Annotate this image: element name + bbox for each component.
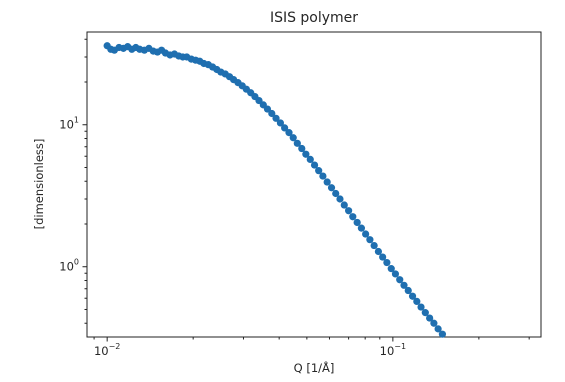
- data-point: [413, 297, 421, 305]
- data-point: [404, 286, 412, 295]
- data-point: [417, 303, 425, 311]
- data-point: [400, 281, 408, 289]
- data-point: [362, 230, 370, 238]
- data-point: [272, 114, 280, 122]
- data-point: [327, 184, 336, 192]
- data-point: [383, 258, 391, 267]
- data-points: [103, 42, 447, 338]
- data-point: [349, 213, 357, 221]
- data-point: [263, 105, 272, 113]
- data-point: [302, 150, 310, 158]
- x-tick-label: 10−1: [380, 342, 406, 358]
- data-point: [438, 330, 447, 338]
- data-point: [408, 292, 417, 300]
- data-point: [306, 155, 314, 164]
- y-tick-label: 100: [59, 258, 79, 274]
- y-tick-label: 101: [59, 116, 79, 132]
- data-point: [374, 247, 382, 256]
- data-point: [268, 109, 276, 118]
- data-point: [387, 265, 395, 273]
- data-point: [434, 325, 442, 333]
- data-point: [379, 253, 387, 261]
- data-point: [315, 167, 323, 175]
- data-point: [336, 195, 344, 203]
- chart-title: ISIS polymer: [270, 10, 358, 26]
- data-point: [421, 309, 429, 317]
- data-point: [396, 276, 404, 284]
- x-tick-label: 10−2: [94, 342, 120, 358]
- data-point: [289, 134, 297, 142]
- data-point: [276, 119, 285, 127]
- data-point: [366, 236, 374, 244]
- data-point: [285, 129, 293, 137]
- data-point: [319, 172, 327, 180]
- data-point: [345, 207, 353, 215]
- data-point: [357, 224, 365, 232]
- data-point: [310, 161, 319, 169]
- data-point: [298, 144, 306, 153]
- data-point: [323, 178, 331, 186]
- axis-ticks: 10−2 10−1 100 101: [59, 38, 530, 358]
- data-point: [340, 201, 348, 209]
- y-axis-label: [dimensionless]: [32, 139, 46, 230]
- data-point: [332, 189, 340, 198]
- data-point: [293, 139, 301, 147]
- plot-frame: [86, 31, 542, 338]
- data-point: [370, 241, 378, 250]
- data-point: [426, 314, 434, 322]
- data-point: [430, 319, 438, 327]
- data-point: [281, 124, 289, 132]
- data-point: [391, 270, 400, 278]
- x-axis-label: Q [1/Å]: [294, 360, 335, 375]
- data-point: [353, 218, 361, 227]
